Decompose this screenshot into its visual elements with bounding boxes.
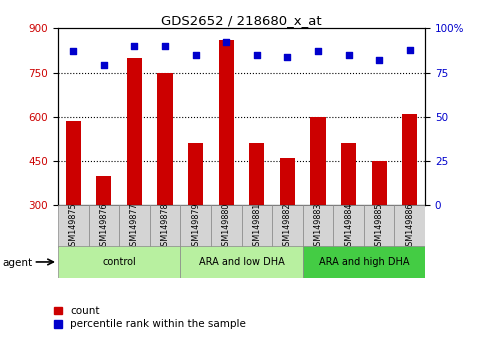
Point <box>70 48 77 54</box>
Text: GSM149883: GSM149883 <box>313 202 323 251</box>
Text: GSM149885: GSM149885 <box>375 202 384 251</box>
Text: GSM149880: GSM149880 <box>222 202 231 251</box>
Bar <box>341 143 356 205</box>
Point <box>253 52 261 58</box>
FancyBboxPatch shape <box>58 205 88 248</box>
FancyBboxPatch shape <box>211 205 242 248</box>
Text: GSM149877: GSM149877 <box>130 202 139 251</box>
FancyBboxPatch shape <box>395 205 425 248</box>
Point <box>161 43 169 49</box>
Text: ARA and low DHA: ARA and low DHA <box>199 257 284 267</box>
FancyBboxPatch shape <box>180 205 211 248</box>
FancyBboxPatch shape <box>88 205 119 248</box>
FancyBboxPatch shape <box>303 246 425 278</box>
Title: GDS2652 / 218680_x_at: GDS2652 / 218680_x_at <box>161 14 322 27</box>
Text: GSM149876: GSM149876 <box>99 202 108 251</box>
Bar <box>188 143 203 205</box>
Bar <box>66 121 81 205</box>
Bar <box>219 40 234 205</box>
FancyBboxPatch shape <box>150 205 180 248</box>
Text: GSM149881: GSM149881 <box>252 202 261 251</box>
Point <box>192 52 199 58</box>
Bar <box>402 114 417 205</box>
Point <box>100 63 108 68</box>
Point <box>130 43 138 49</box>
FancyBboxPatch shape <box>333 205 364 248</box>
FancyBboxPatch shape <box>303 205 333 248</box>
Bar <box>371 161 387 205</box>
FancyBboxPatch shape <box>272 205 303 248</box>
Text: agent: agent <box>2 258 32 268</box>
Point <box>314 48 322 54</box>
Text: GSM149879: GSM149879 <box>191 202 200 251</box>
Text: GSM149882: GSM149882 <box>283 202 292 251</box>
Bar <box>157 73 173 205</box>
Text: control: control <box>102 257 136 267</box>
FancyBboxPatch shape <box>58 246 180 278</box>
Text: GSM149884: GSM149884 <box>344 202 353 251</box>
Bar <box>280 158 295 205</box>
FancyBboxPatch shape <box>119 205 150 248</box>
Point <box>375 57 383 63</box>
Legend: count, percentile rank within the sample: count, percentile rank within the sample <box>54 306 246 329</box>
Bar <box>249 143 265 205</box>
Text: GSM149878: GSM149878 <box>160 202 170 251</box>
Text: GSM149886: GSM149886 <box>405 202 414 251</box>
Point <box>406 47 413 52</box>
FancyBboxPatch shape <box>180 246 303 278</box>
Bar <box>96 176 112 205</box>
Point <box>222 40 230 45</box>
Point <box>284 54 291 59</box>
Bar <box>127 58 142 205</box>
Point <box>345 52 353 58</box>
FancyBboxPatch shape <box>364 205 395 248</box>
FancyBboxPatch shape <box>242 205 272 248</box>
Text: GSM149875: GSM149875 <box>69 202 78 251</box>
Text: ARA and high DHA: ARA and high DHA <box>319 257 409 267</box>
Bar <box>311 117 326 205</box>
